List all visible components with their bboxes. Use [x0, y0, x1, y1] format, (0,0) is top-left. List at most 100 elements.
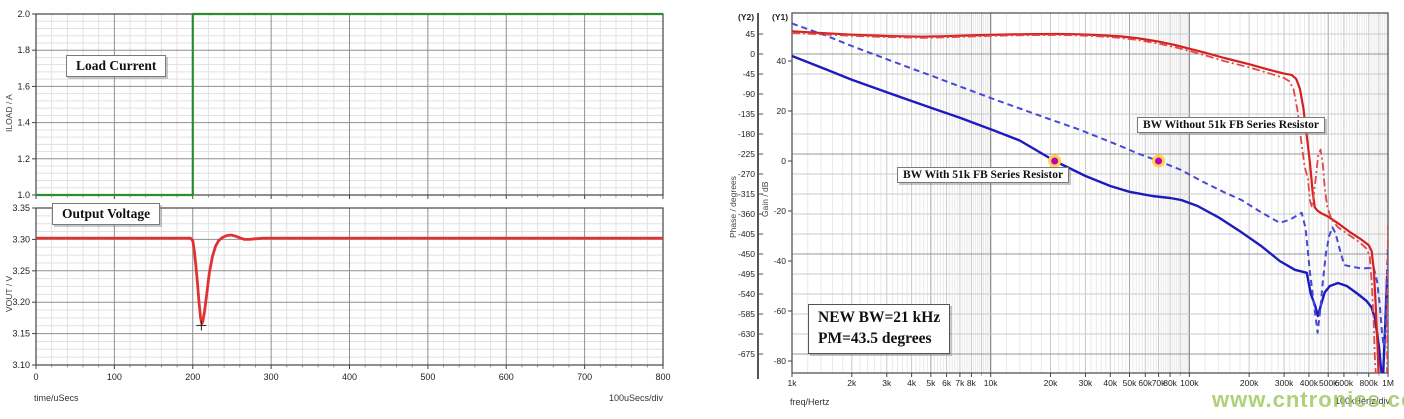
svg-text:-675: -675	[738, 349, 755, 359]
freq-axis-name: freq/Hertz	[790, 397, 830, 407]
svg-text:-315: -315	[738, 189, 755, 199]
bw-crossover-marker	[1048, 154, 1062, 168]
gain-axis-title: Gain / dB	[760, 181, 770, 217]
iload-trace	[36, 12, 663, 197]
svg-text:-80: -80	[774, 356, 787, 366]
svg-text:600: 600	[499, 372, 514, 382]
svg-text:45: 45	[746, 29, 756, 39]
svg-text:-45: -45	[743, 69, 756, 79]
time-div-label: 100uSecs/div	[608, 393, 663, 403]
time-axis-name: time/uSecs	[34, 393, 79, 403]
svg-text:1.6: 1.6	[17, 81, 30, 91]
svg-text:300: 300	[264, 372, 279, 382]
transient-chart: 1.0 1.2 1.4 1.6 1.8 2.0 3.10 3.15 3.20 3.25 3.30 3.…	[0, 0, 700, 419]
svg-text:50k: 50k	[1123, 378, 1137, 388]
bw-without-annotation: BW Without 51k FB Series Resistor	[1137, 117, 1326, 133]
y1-axis-header: (Y1)	[772, 12, 789, 22]
svg-text:-495: -495	[738, 269, 755, 279]
svg-text:40: 40	[777, 56, 787, 66]
watermark: www.cntronics.com	[1212, 387, 1404, 412]
svg-text:20: 20	[777, 106, 787, 116]
svg-text:10k: 10k	[984, 378, 998, 388]
phase-axis-title: Phase / degrees	[728, 176, 738, 238]
svg-text:300k: 300k	[1275, 378, 1294, 388]
gain-without-51k-trace	[792, 22, 1388, 347]
svg-text:-450: -450	[738, 249, 755, 259]
bode-plot-canvas: 45 0 -45 -90 -135 -180 -225 -270 -315 -360 -405 -45…	[738, 12, 1394, 388]
vout-axis-title: VOUT / V	[4, 275, 14, 312]
freq-div-label: 100kHertz/div	[1334, 396, 1390, 406]
svg-text:1.8: 1.8	[17, 45, 30, 55]
svg-text:100k: 100k	[1180, 378, 1199, 388]
svg-text:30k: 30k	[1079, 378, 1093, 388]
svg-text:3.15: 3.15	[12, 329, 30, 339]
bw-pm-line2: PM=43.5 degrees	[818, 329, 932, 347]
svg-text:-540: -540	[738, 289, 755, 299]
svg-text:1.4: 1.4	[17, 118, 30, 128]
svg-text:2k: 2k	[847, 378, 857, 388]
svg-text:5k: 5k	[926, 378, 936, 388]
svg-text:3.25: 3.25	[12, 266, 30, 276]
output-voltage-panel: 3.10 3.15 3.20 3.25 3.30 3.35	[12, 203, 664, 370]
vout-trace	[36, 233, 663, 326]
svg-text:-180: -180	[738, 129, 755, 139]
svg-text:7k: 7k	[955, 378, 965, 388]
svg-text:0: 0	[781, 156, 786, 166]
svg-text:-90: -90	[743, 89, 756, 99]
svg-text:6k: 6k	[942, 378, 952, 388]
svg-text:-405: -405	[738, 229, 755, 239]
svg-text:200: 200	[185, 372, 200, 382]
svg-text:0: 0	[33, 372, 38, 382]
svg-text:3.10: 3.10	[12, 360, 30, 370]
svg-text:4k: 4k	[907, 378, 917, 388]
svg-text:100: 100	[107, 372, 122, 382]
svg-text:3k: 3k	[882, 378, 892, 388]
svg-text:400: 400	[342, 372, 357, 382]
svg-text:1.2: 1.2	[17, 154, 30, 164]
svg-text:500k: 500k	[1319, 378, 1338, 388]
svg-text:80k: 80k	[1163, 378, 1177, 388]
bw-pm-line1: NEW BW=21 kHz	[818, 309, 941, 326]
svg-text:800k: 800k	[1360, 378, 1379, 388]
svg-text:-225: -225	[738, 149, 755, 159]
svg-text:1M: 1M	[1382, 378, 1394, 388]
svg-text:-630: -630	[738, 329, 755, 339]
svg-text:0: 0	[750, 49, 755, 59]
svg-text:500: 500	[420, 372, 435, 382]
bw-crossover-marker	[1152, 154, 1166, 168]
svg-text:70k: 70k	[1152, 378, 1166, 388]
svg-text:3.30: 3.30	[12, 234, 30, 244]
transient-plot-canvas: 1.01.21.41.61.82.03.103.153.203.253.303.…	[12, 9, 670, 382]
svg-text:700: 700	[577, 372, 592, 382]
svg-text:400k: 400k	[1300, 378, 1319, 388]
load-current-panel: 1.0 1.2 1.4 1.6 1.8 2.0	[17, 9, 664, 200]
svg-text:-60: -60	[774, 306, 787, 316]
svg-text:-40: -40	[774, 256, 787, 266]
bw-pm-annotation: NEW BW=21 kHz PM=43.5 degrees	[808, 304, 951, 354]
gain-with-51k-trace	[792, 54, 1388, 373]
phase-without-51k-trace	[792, 32, 1388, 373]
svg-text:-270: -270	[738, 169, 755, 179]
svg-text:-585: -585	[738, 309, 755, 319]
load-current-label: Load Current	[66, 55, 167, 77]
svg-text:60k: 60k	[1138, 378, 1152, 388]
svg-text:800: 800	[655, 372, 670, 382]
svg-text:200k: 200k	[1240, 378, 1259, 388]
svg-text:1k: 1k	[788, 378, 798, 388]
bw-with-annotation: BW With 51k FB Series Resistor	[897, 167, 1070, 183]
svg-text:3.35: 3.35	[12, 203, 30, 213]
svg-text:-135: -135	[738, 109, 755, 119]
svg-text:20k: 20k	[1044, 378, 1058, 388]
phase-with-51k-trace	[792, 30, 1380, 373]
svg-text:8k: 8k	[967, 378, 977, 388]
svg-text:40k: 40k	[1103, 378, 1117, 388]
iload-axis-title: ILOAD / A	[4, 94, 14, 132]
y2-axis-header: (Y2)	[738, 12, 755, 22]
bode-chart: 45 0 -45 -90 -135 -180 -225 -270 -315 -360 -405 -45…	[700, 0, 1404, 419]
svg-text:-360: -360	[738, 209, 755, 219]
svg-text:3.20: 3.20	[12, 297, 30, 307]
output-voltage-label: Output Voltage	[52, 203, 161, 225]
svg-text:-20: -20	[774, 206, 787, 216]
svg-text:2.0: 2.0	[17, 9, 30, 19]
